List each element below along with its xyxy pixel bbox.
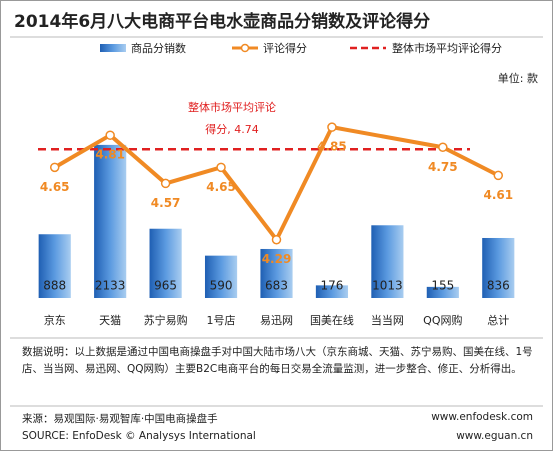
line-value-label: 4.81 bbox=[95, 148, 125, 162]
bar bbox=[94, 144, 127, 298]
bar-value-label: 590 bbox=[210, 279, 233, 293]
source-en: SOURCE: EnfoDesk © Analysys Internationa… bbox=[22, 430, 256, 442]
legend-label: 评论得分 bbox=[263, 41, 307, 55]
x-tick-label: 苏宁易购 bbox=[144, 313, 188, 327]
bar-value-label: 888 bbox=[43, 279, 66, 293]
bar bbox=[149, 228, 182, 298]
line-marker bbox=[271, 234, 282, 245]
reference-label: 整体市场平均评论 bbox=[188, 100, 276, 114]
chart-title: 2014年6月八大电商平台电水壶商品分销数及评论得分 bbox=[14, 11, 430, 32]
line-marker bbox=[327, 122, 337, 132]
note: 数据说明：以上数据是通过中国电商操盘手对中国大陆市场八大（京东商城、天猫、苏宁易… bbox=[22, 346, 533, 375]
line-value-label: 4.29 bbox=[262, 252, 292, 266]
reference-label: 得分, 4.74 bbox=[205, 123, 259, 136]
line bbox=[441, 145, 500, 178]
x-tick-label: 京东 bbox=[44, 313, 66, 327]
unit-label: 单位: 款 bbox=[498, 71, 538, 85]
line-value-label: 4.65 bbox=[40, 180, 70, 194]
line-marker bbox=[438, 142, 448, 152]
x-tick-label: 天猫 bbox=[99, 314, 121, 327]
line-value-label: 4.61 bbox=[483, 188, 513, 202]
bar bbox=[482, 237, 515, 298]
x-tick-label: 国美在线 bbox=[310, 313, 354, 327]
line-marker bbox=[160, 178, 171, 189]
line bbox=[53, 126, 334, 242]
source: 来源：易观国际·易观智库·中国电商操盘手 bbox=[22, 413, 218, 425]
bar bbox=[426, 286, 459, 298]
line-value-label: 4.85 bbox=[317, 140, 347, 154]
bar-value-label: 965 bbox=[154, 279, 177, 293]
x-tick-label: 总计 bbox=[487, 313, 509, 327]
line-value-label: 4.75 bbox=[428, 160, 458, 174]
bar-value-label: 1013 bbox=[372, 279, 403, 293]
line-marker bbox=[49, 162, 60, 173]
bar-value-label: 2133 bbox=[95, 279, 126, 293]
x-tick-label: 易迅网 bbox=[260, 314, 293, 327]
line-value-label: 4.57 bbox=[151, 196, 181, 210]
bar bbox=[260, 248, 293, 298]
source-en-url: www.eguan.cn bbox=[456, 430, 533, 442]
x-tick-label: QQ网购 bbox=[423, 313, 462, 327]
line-connector bbox=[331, 125, 444, 150]
line-marker bbox=[216, 162, 226, 173]
legend-swatch bbox=[240, 43, 250, 53]
legend-label: 整体市场平均评论得分 bbox=[392, 41, 502, 55]
line-marker bbox=[105, 130, 115, 140]
bar-value-label: 155 bbox=[431, 279, 454, 293]
line-marker bbox=[493, 170, 504, 181]
bar bbox=[371, 225, 404, 298]
bar-value-label: 176 bbox=[320, 279, 343, 293]
line-value-label: 4.65 bbox=[206, 180, 236, 194]
source-url: www.enfodesk.com bbox=[431, 411, 533, 423]
x-tick-label: 当当网 bbox=[371, 313, 404, 327]
x-tick-label: 1号店 bbox=[207, 313, 236, 327]
bar-value-label: 683 bbox=[265, 279, 288, 293]
bar-value-label: 836 bbox=[487, 279, 510, 293]
legend-label: 商品分销数 bbox=[131, 41, 186, 55]
bar bbox=[38, 234, 71, 298]
bar bbox=[204, 255, 238, 298]
bar bbox=[315, 285, 349, 298]
legend-swatch bbox=[100, 44, 126, 52]
